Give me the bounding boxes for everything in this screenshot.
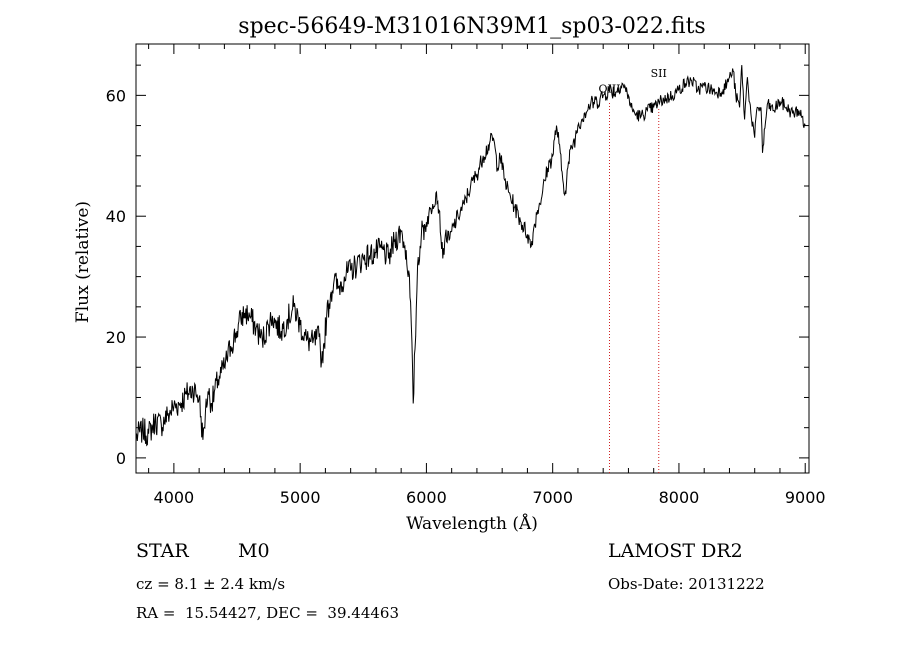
object-class: STAR [136,540,189,562]
line-marker-label: SII [651,67,667,80]
x-tick-label: 7000 [532,488,573,507]
y-tick-label: 60 [106,86,126,105]
redshift-velocity: cz = 8.1 ± 2.4 km/s [136,575,286,593]
y-axis-label: Flux (relative) [73,201,93,323]
survey-name: LAMOST DR2 [608,540,743,562]
tick-labels: 4000 5000 6000 7000 8000 9000 0 20 40 60 [106,86,826,507]
object-subclass: M0 [238,540,270,562]
x-tick-label: 4000 [154,488,195,507]
x-tick-label: 5000 [280,488,321,507]
x-axis-label: Wavelength (Å) [406,513,538,534]
x-tick-label: 8000 [659,488,700,507]
y-tick-label: 40 [106,207,126,226]
x-tick-label: 9000 [785,488,826,507]
x-tick-label: 6000 [406,488,447,507]
observation-date: Obs-Date: 20131222 [608,575,765,593]
y-tick-label: 0 [116,449,126,468]
plot-frame [135,43,810,474]
chart-title: spec-56649-M31016N39M1_sp03-022.fits [238,14,705,39]
y-tick-label: 20 [106,328,126,347]
sky-coordinates: RA = 15.54427, DEC = 39.44463 [136,604,400,622]
axis-ticks [136,44,809,473]
spectrum-line [135,65,806,447]
